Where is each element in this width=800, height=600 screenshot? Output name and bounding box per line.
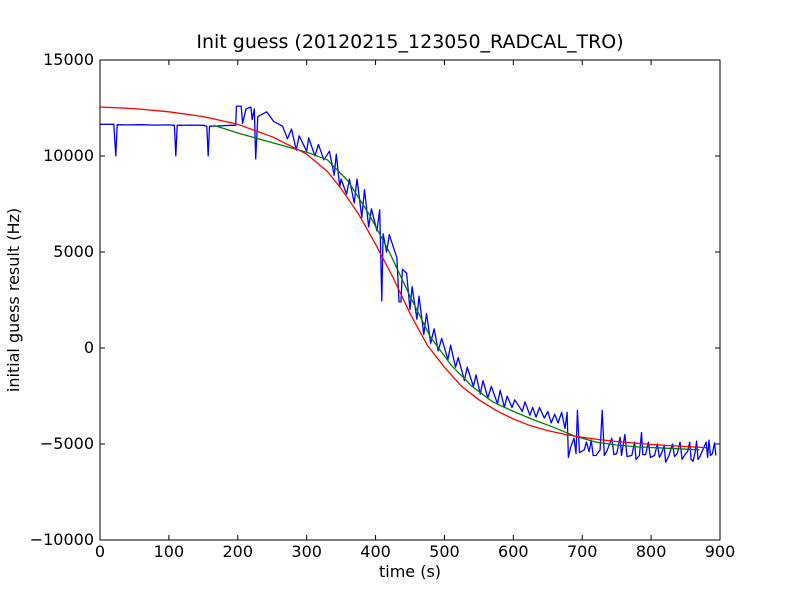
- y-tick-label-15000: 15000: [43, 50, 94, 69]
- y-tick-label-0: 0: [84, 338, 94, 357]
- x-tick-label-700: 700: [567, 542, 598, 561]
- series-layer: [100, 105, 717, 463]
- x-tick-label-200: 200: [223, 542, 254, 561]
- x-tick-label-400: 400: [360, 542, 391, 561]
- chart-title: Init guess (20120215_123050_RADCAL_TRO): [196, 31, 623, 53]
- plot-area: [100, 60, 720, 540]
- tick-layer: 0 100 200 300 400 500 600 700 800 900 −10000 −5000 0…: [30, 50, 736, 561]
- x-tick-label-0: 0: [95, 542, 105, 561]
- x-axis-label: time (s): [379, 562, 441, 581]
- y-axis-label: initial guess result (Hz): [4, 208, 23, 392]
- x-tick-label-100: 100: [154, 542, 185, 561]
- x-tick-label-800: 800: [636, 542, 667, 561]
- y-tick-label--5000: −5000: [40, 434, 94, 453]
- x-tick-label-300: 300: [291, 542, 322, 561]
- y-tick-label-10000: 10000: [43, 146, 94, 165]
- y-tick-label--10000: −10000: [30, 530, 94, 549]
- y-tick-label-5000: 5000: [53, 242, 94, 261]
- x-tick-label-900: 900: [705, 542, 736, 561]
- series-line-3: [100, 106, 707, 449]
- x-tick-label-600: 600: [498, 542, 529, 561]
- series-line-1: [100, 105, 717, 463]
- x-tick-label-500: 500: [429, 542, 460, 561]
- series-line-2: [213, 124, 700, 451]
- plot-frame: [99, 59, 721, 541]
